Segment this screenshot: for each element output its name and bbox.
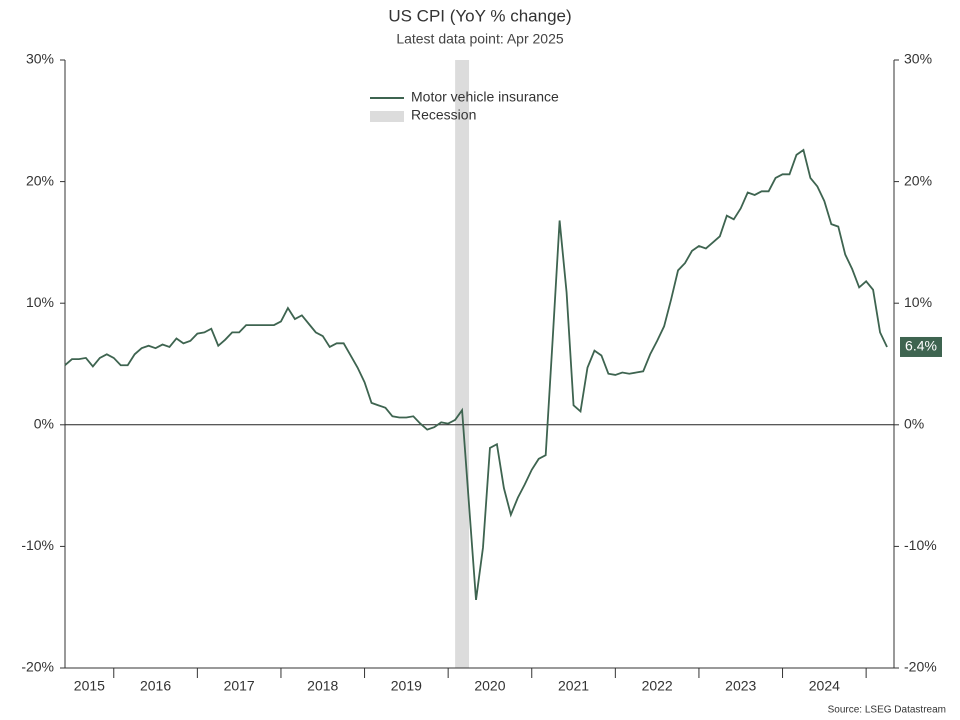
source: Source: LSEG Datastream	[828, 705, 946, 716]
x-tick-label: 2017	[224, 678, 255, 694]
x-tick-label: 2016	[140, 678, 171, 694]
y-tick-label: 0%	[34, 416, 54, 432]
y-tick-label: 10%	[26, 294, 54, 310]
x-tick-label: 2021	[558, 678, 589, 694]
y2-tick-label: -10%	[904, 537, 937, 553]
x-tick-label: 2022	[642, 678, 673, 694]
recession-band	[455, 60, 470, 668]
legend-label: Motor vehicle insurance	[411, 89, 559, 105]
y-tick-label: 20%	[26, 172, 54, 188]
x-tick-label: 2015	[74, 678, 105, 694]
y2-tick-label: 0%	[904, 416, 924, 432]
y2-tick-label: 20%	[904, 172, 932, 188]
legend-swatch	[370, 111, 404, 122]
series-line	[64, 148, 888, 601]
end-label-box	[900, 336, 942, 357]
end-label: 6.4%	[905, 338, 937, 354]
chart-title: US CPI (YoY % change)	[388, 6, 571, 25]
x-tick-label: 2024	[809, 678, 840, 694]
x-tick-label: 2019	[391, 678, 422, 694]
y2-tick-label: -20%	[904, 659, 937, 675]
x-tick-label: 2020	[474, 678, 505, 694]
y-tick-label: 30%	[26, 51, 54, 67]
y-tick-label: -20%	[21, 659, 54, 675]
y2-tick-label: 30%	[904, 51, 932, 67]
legend-label: Recession	[411, 107, 476, 123]
x-tick-label: 2023	[725, 678, 756, 694]
chart-subtitle: Latest data point: Apr 2025	[396, 31, 564, 47]
y2-tick-label: 10%	[904, 294, 932, 310]
y-tick-label: -10%	[21, 537, 54, 553]
x-tick-label: 2018	[307, 678, 338, 694]
